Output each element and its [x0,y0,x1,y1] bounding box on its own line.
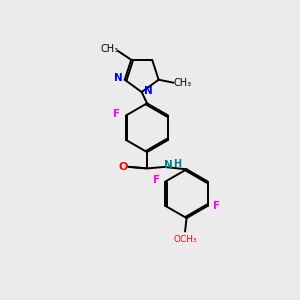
Text: F: F [213,201,220,211]
Text: N: N [114,73,123,83]
Text: O: O [118,162,128,172]
Text: N: N [144,85,153,96]
Text: CH₃: CH₃ [173,78,191,88]
Text: OCH₃: OCH₃ [173,235,197,244]
Text: N: N [164,160,173,170]
Text: CH₃: CH₃ [100,44,118,54]
Text: F: F [153,175,160,185]
Text: H: H [174,159,182,169]
Text: F: F [113,109,120,119]
